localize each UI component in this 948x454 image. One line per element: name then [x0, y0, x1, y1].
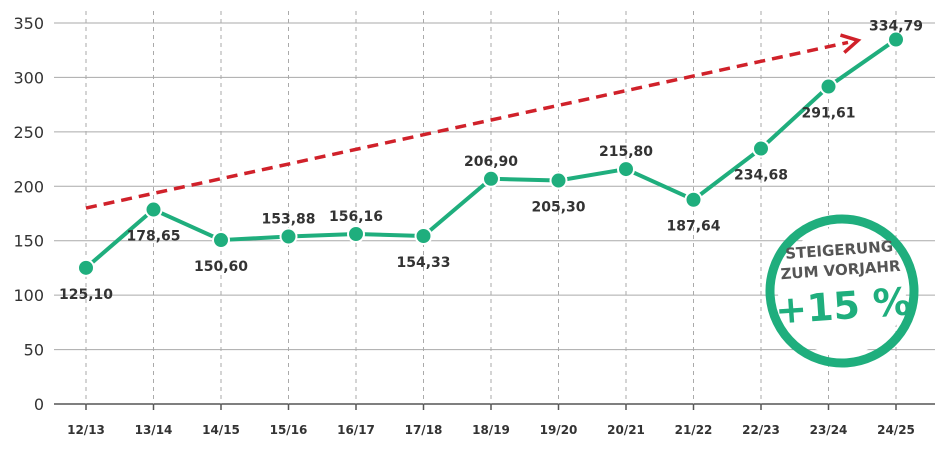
data-point — [617, 160, 635, 179]
trend-arrow — [85, 33, 862, 210]
data-point — [347, 225, 365, 244]
x-tick-label: 24/25 — [877, 423, 915, 437]
x-axis-tick-labels: 12/13 13/14 14/15 15/16 16/17 17/18 18/19 19/20… — [67, 423, 915, 437]
data-label: 178,65 — [126, 229, 180, 245]
data-series — [77, 30, 905, 277]
data-point — [819, 77, 838, 96]
data-point — [212, 231, 230, 250]
data-point — [414, 227, 433, 246]
y-tick-label: 250 — [13, 123, 44, 142]
data-label: 150,60 — [194, 259, 248, 275]
data-point — [752, 139, 770, 158]
x-tick-label: 16/17 — [337, 423, 375, 437]
x-tick-label: 21/22 — [675, 423, 713, 437]
y-tick-label: 100 — [13, 286, 44, 305]
y-tick-label: 0 — [34, 395, 44, 414]
y-tick-label: 150 — [13, 232, 44, 251]
y-axis-tick-labels: 0 50 100 150 200 250 300 350 — [13, 14, 44, 414]
data-label: 291,61 — [801, 106, 855, 122]
x-tick-label: 14/15 — [202, 423, 240, 437]
trend-line — [85, 40, 849, 210]
data-label: 206,90 — [464, 154, 518, 170]
data-point — [887, 30, 905, 49]
data-label: 154,33 — [396, 255, 450, 271]
x-tick-label: 12/13 — [67, 423, 105, 437]
data-point — [482, 169, 500, 188]
y-tick-label: 200 — [13, 177, 44, 196]
badge-line3: +15 % — [774, 279, 913, 332]
x-tick-label: 13/14 — [135, 423, 173, 437]
data-label: 125,10 — [59, 287, 113, 303]
x-tick-label: 20/21 — [607, 423, 645, 437]
growth-badge: STEIGERUNG ZUM VORJAHR +15 % — [765, 214, 919, 368]
x-tick-label: 18/19 — [472, 423, 510, 437]
data-label: 205,30 — [531, 200, 585, 216]
data-label: 156,16 — [329, 209, 383, 225]
data-labels: 125,10 178,65 150,60 153,88 156,16 154,33 206,… — [59, 19, 923, 303]
data-label: 215,80 — [599, 144, 653, 160]
badge-inner — [778, 227, 906, 355]
badge-ring — [765, 214, 919, 368]
x-tick-label: 15/16 — [270, 423, 308, 437]
y-tick-label: 350 — [13, 14, 44, 33]
vertical-gridlines — [85, 11, 897, 410]
x-tick-label: 19/20 — [540, 423, 578, 437]
x-tick-label: 17/18 — [405, 423, 443, 437]
trend-arrowhead — [839, 33, 862, 54]
data-point — [684, 190, 703, 209]
y-tick-label: 300 — [13, 68, 44, 87]
data-label: 334,79 — [869, 19, 923, 35]
data-point — [144, 200, 163, 219]
x-tick-label: 22/23 — [742, 423, 780, 437]
data-label: 234,68 — [734, 168, 788, 184]
data-label: 187,64 — [666, 219, 720, 235]
data-label: 153,88 — [261, 211, 315, 227]
data-point — [549, 171, 568, 190]
data-point — [77, 258, 95, 277]
x-tick-label: 23/24 — [810, 423, 848, 437]
y-tick-label: 50 — [24, 341, 44, 360]
data-point — [279, 227, 298, 246]
